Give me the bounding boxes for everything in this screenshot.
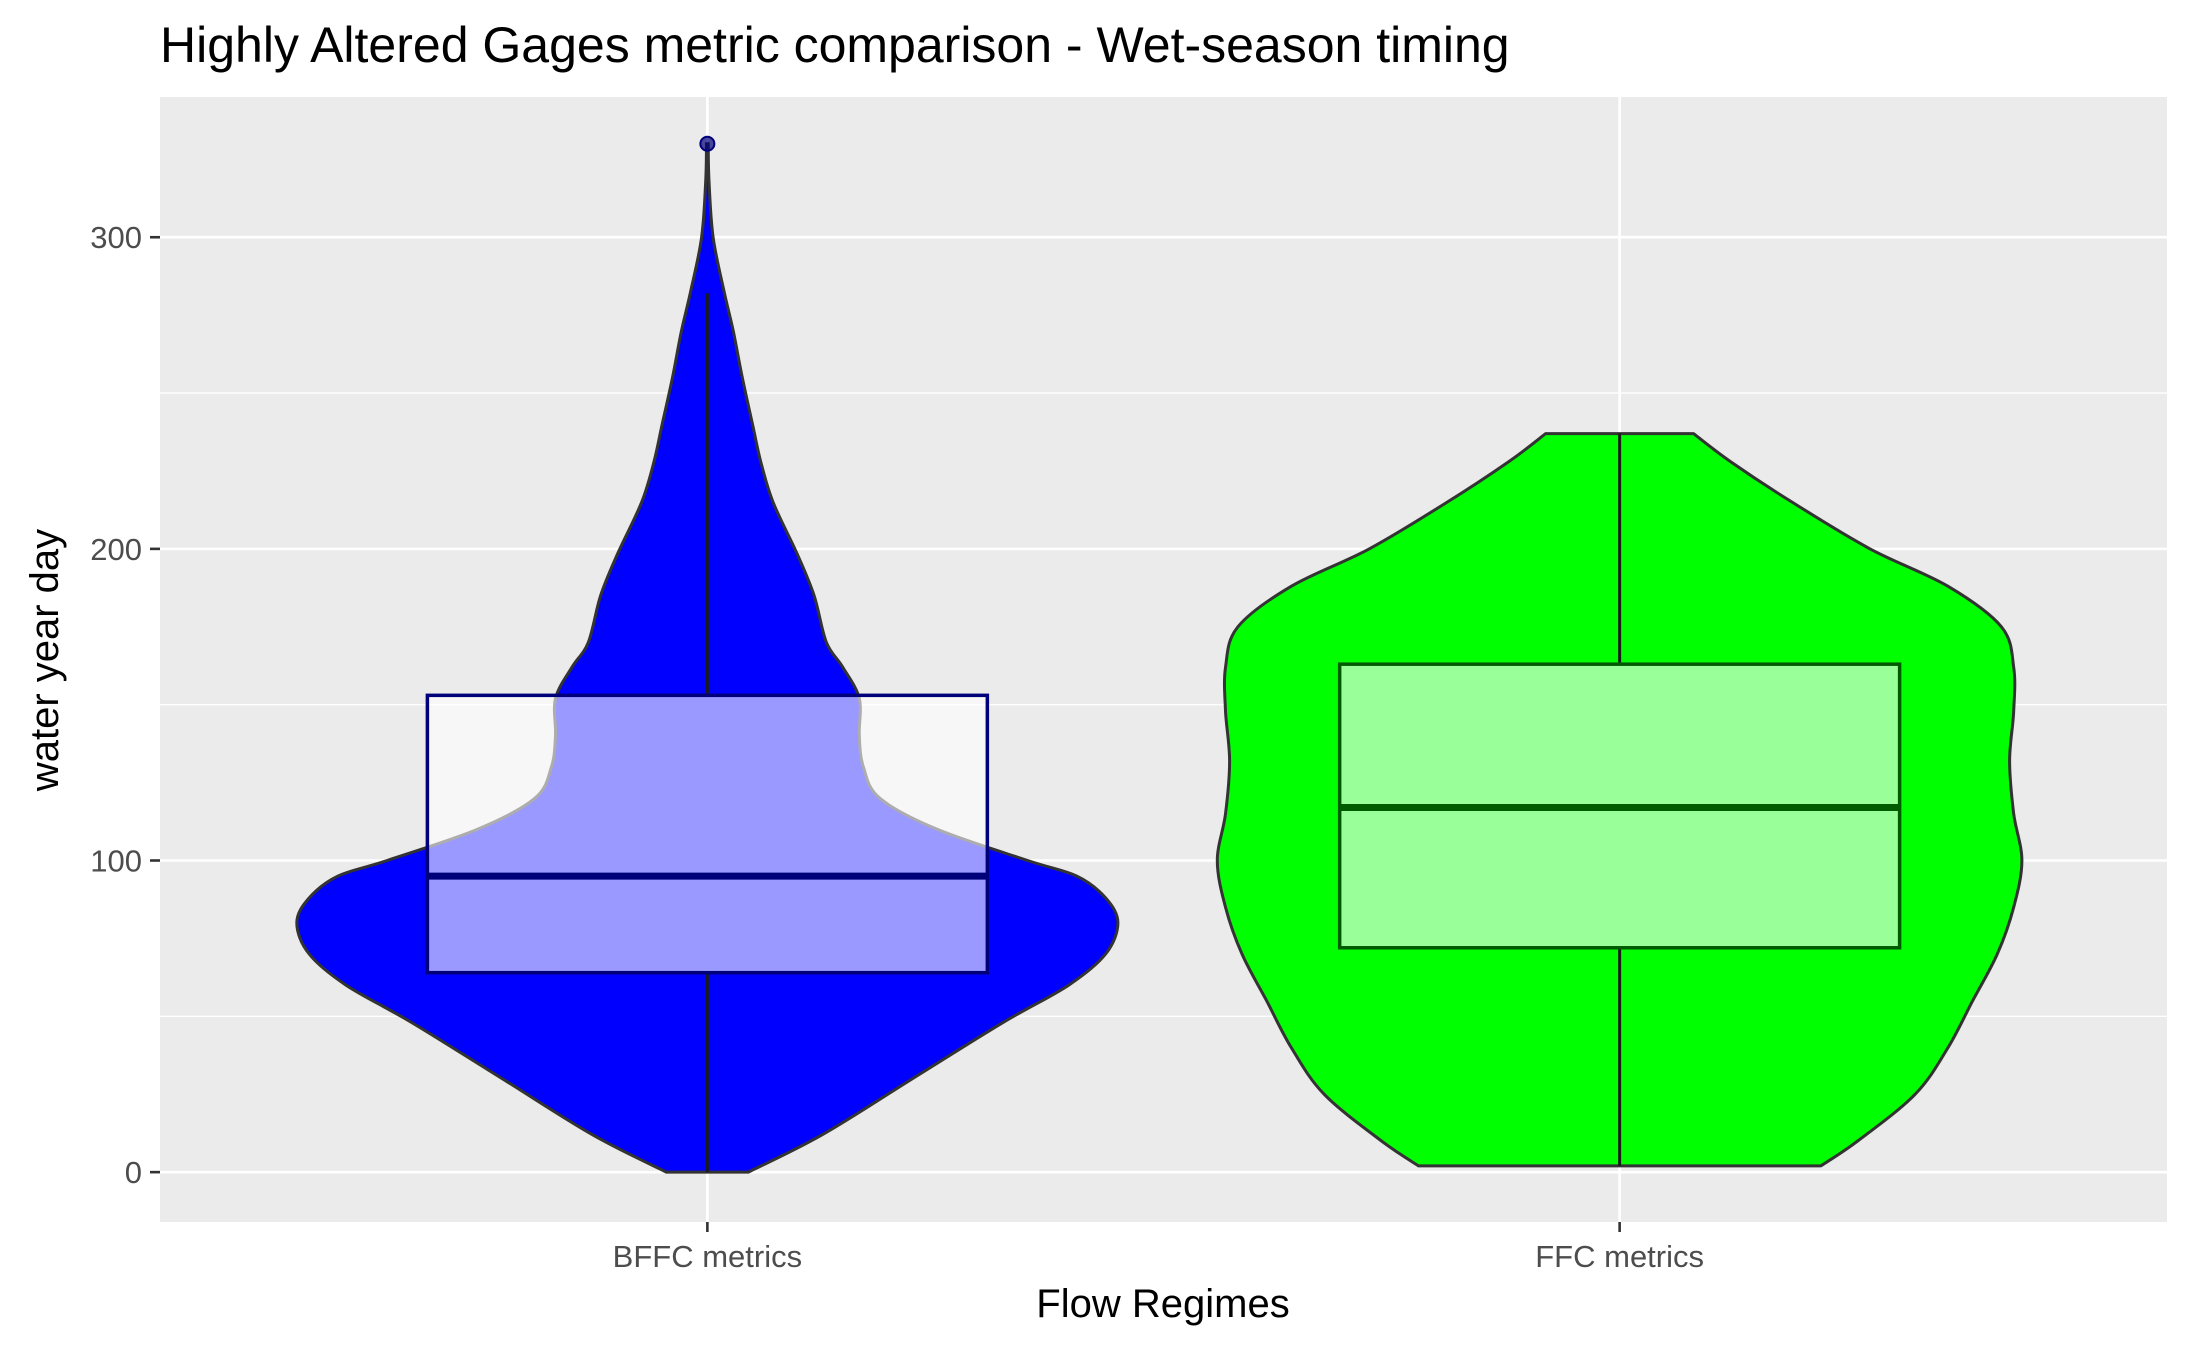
x-axis: BFFC metrics FFC metrics bbox=[613, 1222, 1704, 1274]
y-tick-label: 200 bbox=[90, 532, 142, 567]
chart-title: Highly Altered Gages metric comparison -… bbox=[160, 17, 1510, 73]
y-tick-label: 300 bbox=[90, 220, 142, 255]
x-axis-title: Flow Regimes bbox=[1036, 1282, 1289, 1326]
box-1 bbox=[425, 693, 990, 975]
x-tick-label: BFFC metrics bbox=[613, 1239, 802, 1274]
boxplots bbox=[425, 135, 1902, 1173]
outlier-point bbox=[699, 135, 716, 152]
y-tick-label: 100 bbox=[90, 844, 142, 879]
x-tick-label: FFC metrics bbox=[1535, 1239, 1704, 1274]
y-tick-label: 0 bbox=[125, 1155, 142, 1190]
y-axis-title: water year day bbox=[23, 529, 67, 792]
y-axis: 0 100 200 300 bbox=[90, 220, 160, 1190]
